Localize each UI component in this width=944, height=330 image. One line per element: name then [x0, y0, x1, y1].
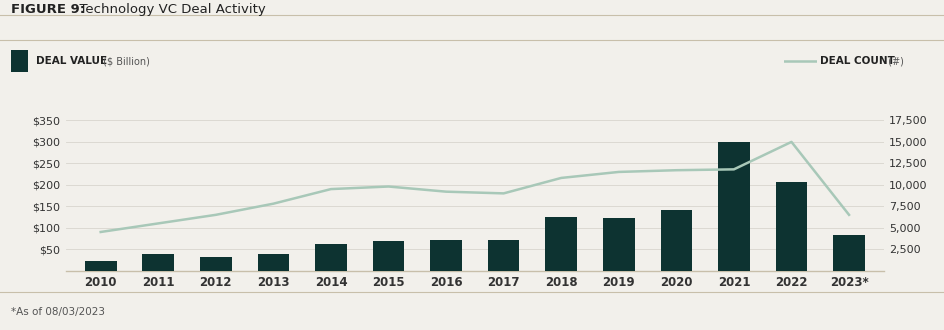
Bar: [430, 240, 462, 271]
Bar: [775, 182, 806, 271]
Text: Technology VC Deal Activity: Technology VC Deal Activity: [71, 3, 265, 16]
Text: DEAL VALUE: DEAL VALUE: [36, 56, 107, 66]
Bar: [372, 242, 404, 271]
Bar: [85, 261, 116, 271]
Bar: [314, 244, 346, 271]
Bar: [833, 235, 864, 271]
Bar: [602, 218, 634, 271]
Text: (#): (#): [884, 56, 902, 66]
Bar: [545, 217, 577, 271]
Text: FIGURE 9:: FIGURE 9:: [11, 3, 85, 16]
Bar: [717, 142, 749, 271]
Text: ($ Billion): ($ Billion): [100, 56, 150, 66]
Text: DEAL COUNT: DEAL COUNT: [819, 56, 894, 66]
Bar: [258, 254, 289, 271]
Bar: [660, 210, 691, 271]
Bar: [200, 257, 231, 271]
Bar: [487, 240, 519, 271]
Bar: [143, 254, 174, 271]
Text: *As of 08/03/2023: *As of 08/03/2023: [11, 307, 105, 317]
